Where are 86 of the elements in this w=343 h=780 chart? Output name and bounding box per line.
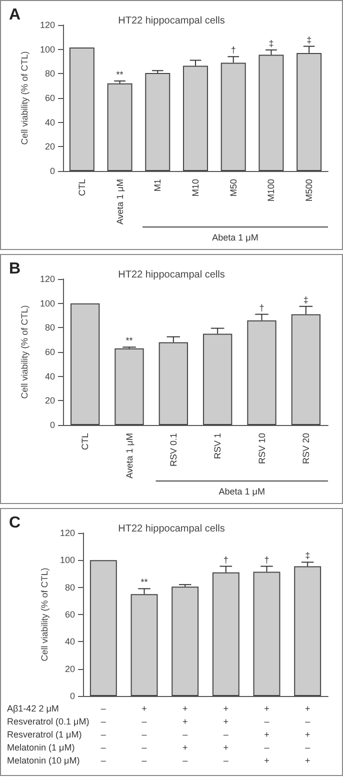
text: B [9,260,21,278]
y-tick-label: 40 [44,371,55,382]
x-tick-label: + – + – + [264,704,270,766]
bar [130,594,158,696]
x-tick-label: M100 [266,179,276,202]
x-tick-label: RSV 20 [300,433,311,464]
text: C [9,514,21,532]
y-tick-label: 60 [64,610,75,620]
x-tick-label: RSV 1 [212,433,223,460]
bar [291,314,320,425]
y-axis-title: Cell viability (% of CTL) [20,305,30,399]
x-tick-label: Aveta 1 μM [124,433,134,479]
y-tick-label: 80 [44,322,55,333]
y-tick-label: 100 [40,298,55,308]
y-tick-label: 0 [50,420,55,430]
chart-title: HT22 hippocampal cells [118,524,225,534]
x-tick-label: + + – + – [223,704,229,766]
y-tick-label: 0 [70,691,75,701]
x-tick-label: M1 [152,179,163,192]
data-label: ‡ [268,38,274,48]
text: A [9,6,21,24]
bar [114,348,144,425]
x-tick-label: M10 [190,179,200,197]
bar [220,62,246,171]
text: Aβ1-42 2 μM [7,704,59,714]
y-axis-title: Cell viability (% of CTL) [40,568,50,662]
data-label: † [230,45,236,56]
bar [258,54,284,171]
x-axis-title: Abeta 1 μM [212,232,258,242]
data-label: ** [140,577,148,588]
data-label: ‡ [303,294,308,305]
x-tick-label: + + – + – [182,704,188,766]
y-tick-label: 100 [40,44,55,54]
bar [158,342,188,425]
bar [90,560,117,696]
data-label: ** [116,69,124,80]
text: Resveratrol (0.1 μM) [7,716,90,726]
y-tick-label: 120 [40,274,55,284]
x-tick-label: CTL [80,433,90,450]
y-tick-label: 60 [44,93,55,103]
bar [203,334,232,425]
y-axis-title: Cell viability (% of CTL) [20,51,30,145]
y-tick-label: 100 [60,555,75,566]
x-tick-label: RSV 10 [256,433,267,464]
bar [296,52,322,171]
bar [70,303,100,425]
bar [107,83,132,171]
bar [253,572,280,696]
text: Melatonin (1 μM) [7,742,75,752]
text: Melatonin (10 μM) [7,756,80,766]
x-tick-label: M500 [304,179,314,202]
y-tick-label: 0 [50,166,55,176]
y-tick-label: 20 [44,396,55,406]
bar [247,320,276,425]
data-label: † [259,302,264,313]
y-tick-label: 20 [44,142,55,152]
bar [69,48,94,171]
x-tick-label: + – + – + [304,704,310,766]
x-tick-label: Aveta 1 μM [114,179,125,225]
bar [183,66,208,171]
y-tick-label: 120 [40,20,55,30]
data-label: † [264,554,270,565]
bar [294,566,322,696]
x-tick-label: M50 [228,179,238,197]
bar [145,73,170,171]
data-label: ‡ [305,550,310,561]
y-tick-label: 40 [64,636,75,647]
y-tick-label: 20 [64,664,75,674]
chart-title: HT22 hippocampal cells [118,16,225,26]
text: Resveratrol (1 μM) [7,730,82,740]
bar [172,586,199,696]
data-label: ‡ [306,34,312,45]
y-tick-label: 40 [44,117,55,128]
data-label: ** [126,336,134,346]
x-tick-label: + – – – – [142,704,147,766]
bar [212,572,240,696]
y-tick-label: 60 [44,347,55,357]
x-tick-label: – – – – – [100,704,106,766]
y-tick-label: 120 [60,528,75,538]
y-tick-label: 80 [64,582,75,592]
chart-title: HT22 hippocampal cells [118,270,225,280]
data-label: † [223,554,228,565]
x-axis-title: Abeta 1 μM [218,486,265,496]
x-tick-label: CTL [76,179,87,196]
y-tick-label: 80 [44,68,55,79]
x-tick-label: RSV 0.1 [168,433,178,467]
